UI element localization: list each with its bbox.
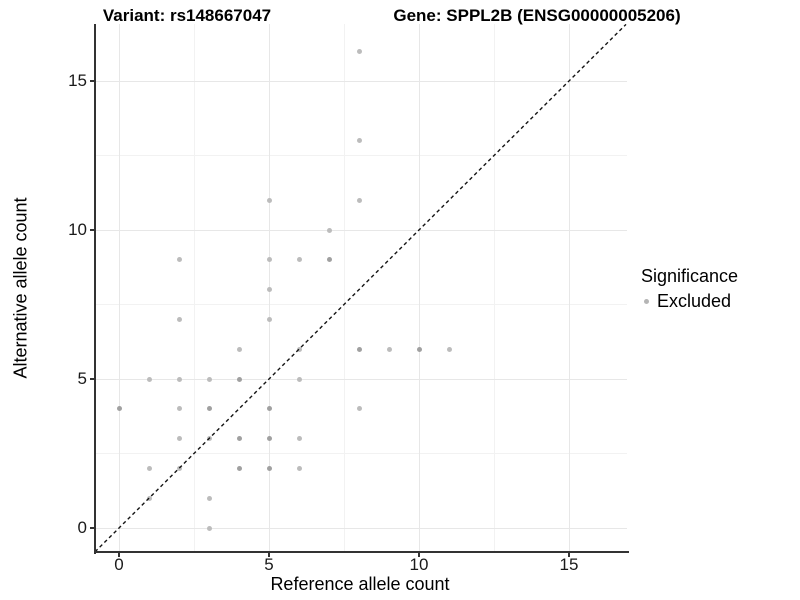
data-point [416,346,422,352]
data-point [206,376,212,382]
data-point [236,465,242,471]
data-point [176,316,182,322]
data-point [206,525,212,531]
y-axis-tick [89,80,94,82]
data-point [296,257,302,263]
data-point [296,376,302,382]
x-axis-tick [268,553,270,557]
legend-item-label: Excluded [657,291,732,311]
data-point [296,346,302,352]
gridline [95,80,627,82]
data-point [236,346,242,352]
plot-panel [95,24,627,552]
data-point [176,376,182,382]
legend: Significance Excluded [641,266,738,312]
x-tick-label: 5 [264,555,274,574]
data-point [356,346,362,352]
data-point [206,436,212,442]
legend-point-icon [644,299,649,304]
y-axis-tick [89,527,94,529]
data-point [206,406,212,412]
data-point [176,257,182,263]
x-axis-tick [418,553,420,557]
y-axis-title: Alternative allele count [10,197,31,379]
data-point [266,406,272,412]
x-axis-line [93,551,629,553]
legend-item-excluded: Excluded [641,291,738,312]
gridline [568,24,570,552]
data-point [116,406,122,412]
data-point [146,376,152,382]
y-axis-tick [89,378,94,380]
data-point [296,465,302,471]
x-axis-tick [568,553,570,557]
gridline [343,24,345,552]
gridline [95,229,627,231]
variant-title: Variant: rs148667047 [102,6,272,25]
gridline [95,378,627,380]
data-point [266,287,272,293]
data-point [326,257,332,263]
gridline [418,24,420,552]
data-point [236,376,242,382]
legend-title: Significance [641,266,739,286]
data-point [146,495,152,501]
data-point [356,138,362,144]
x-axis-tick [118,553,120,557]
x-tick-label: 10 [409,555,429,574]
y-axis-line [93,24,96,554]
y-tick-label: 5 [77,369,87,388]
x-axis-title: Reference allele count [270,574,450,594]
gene-title: Gene: SPPL2B (ENSG00000005206) [393,6,681,25]
gridline [95,155,627,156]
data-point [266,257,272,263]
data-point [326,227,332,233]
x-tick-label: 0 [114,555,124,574]
data-point [356,48,362,54]
x-tick-label: 15 [559,555,579,574]
y-tick-label: 15 [68,71,87,90]
data-point [446,346,452,352]
gridline [95,304,627,305]
data-point [266,465,272,471]
data-point [176,465,182,471]
gridline [95,527,627,529]
data-point [386,346,392,352]
data-point [356,406,362,412]
data-point [176,406,182,412]
gridline [95,453,627,454]
gridline [193,24,195,552]
data-point [176,436,182,442]
data-point [266,197,272,203]
data-point [296,436,302,442]
y-axis-tick [89,229,94,231]
data-point [356,197,362,203]
gridline [118,24,120,552]
gridline [493,24,495,552]
identity-line [95,24,627,552]
data-point [146,465,152,471]
data-point [266,436,272,442]
y-tick-label: 10 [68,220,87,239]
data-point [236,436,242,442]
data-point [266,316,272,322]
y-tick-label: 0 [77,518,87,537]
data-point [206,495,212,501]
